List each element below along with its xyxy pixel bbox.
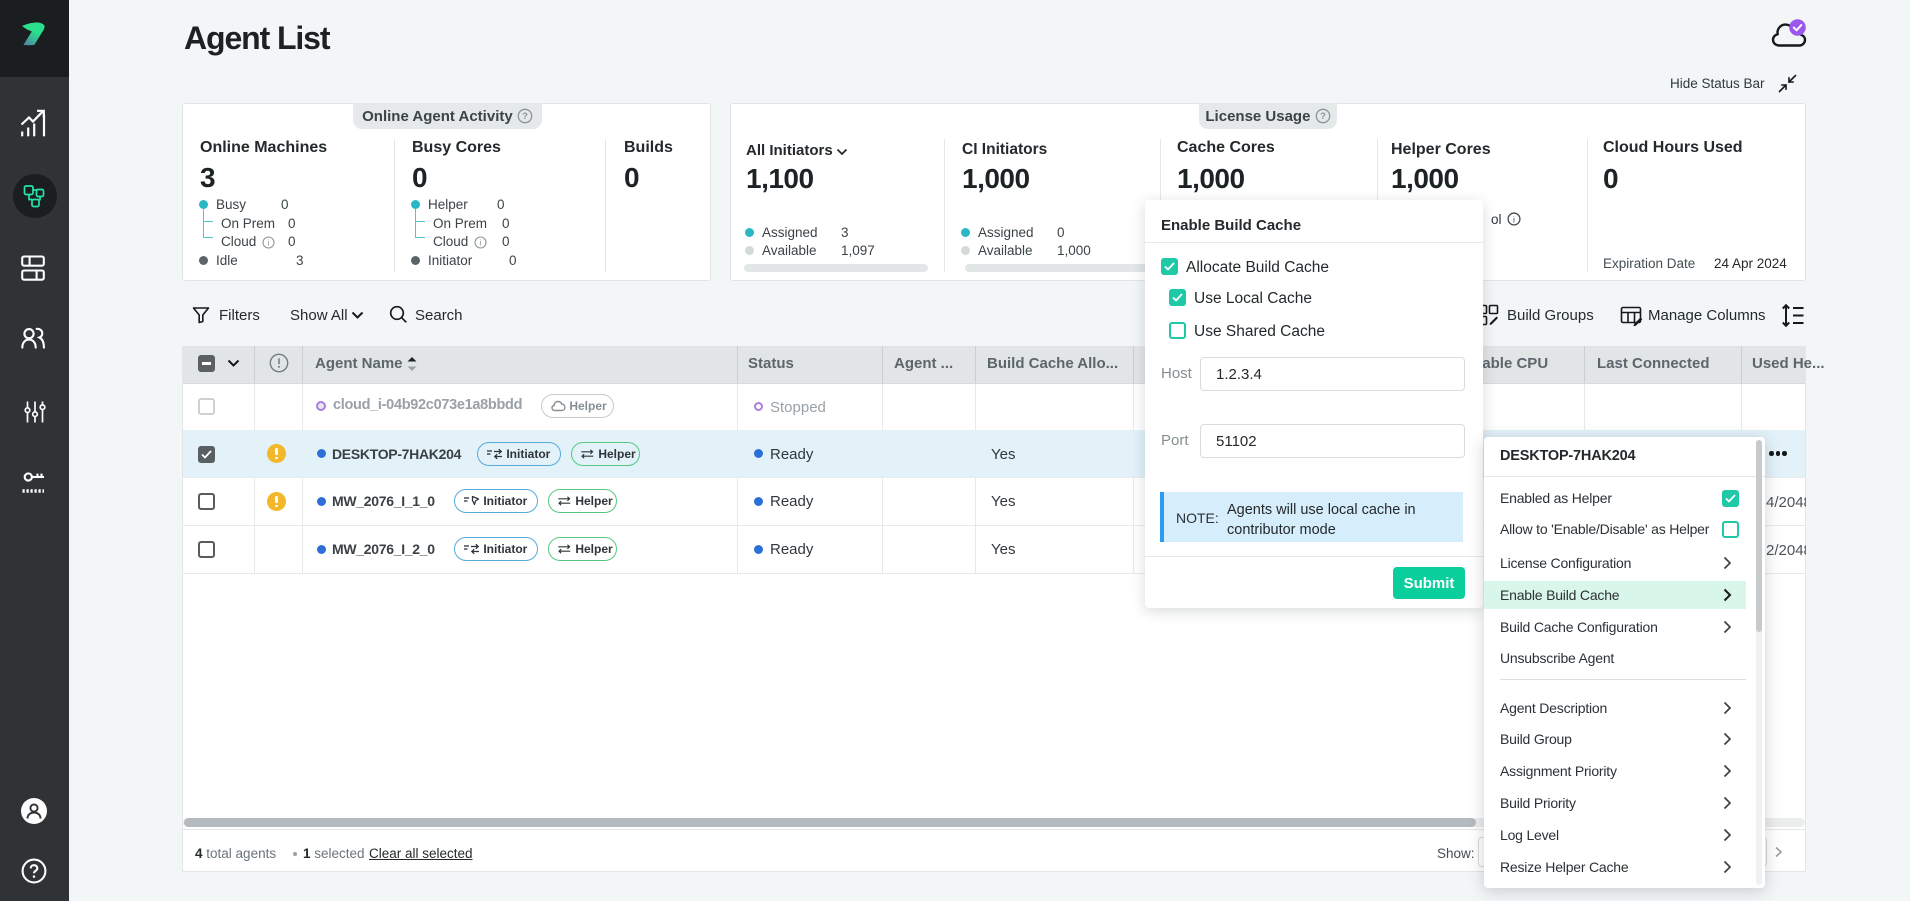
svg-text:?: ? [1320, 111, 1326, 122]
svg-text:i: i [480, 239, 482, 248]
svg-text:?: ? [522, 111, 528, 122]
svg-text:i: i [1513, 214, 1515, 224]
svg-text:i: i [268, 239, 270, 248]
